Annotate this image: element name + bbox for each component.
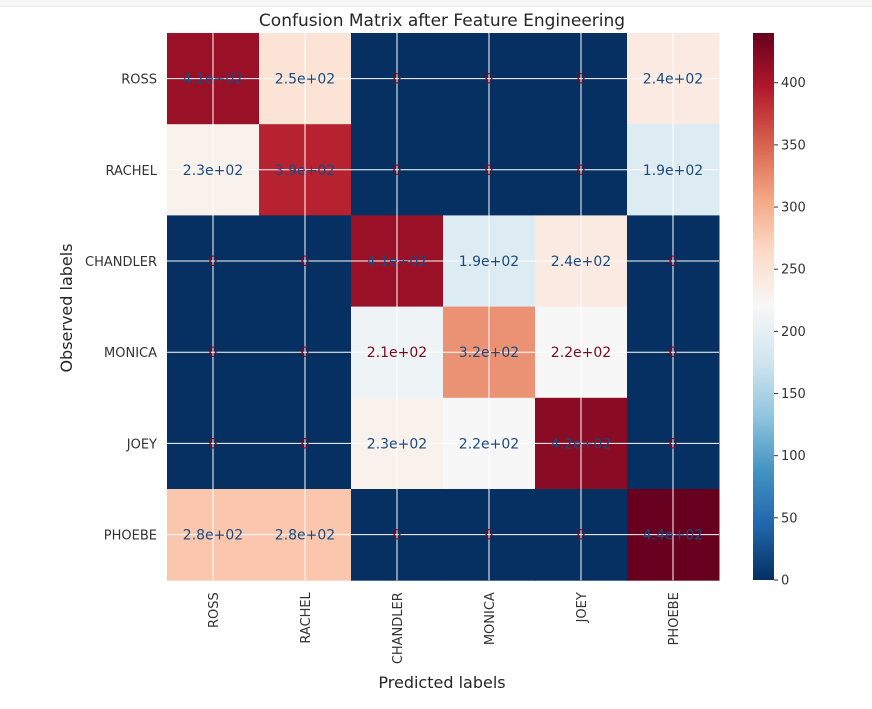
- cell-value-label: 3.9e+02: [275, 163, 335, 179]
- x-axis-label: Predicted labels: [378, 673, 505, 692]
- cell-value-label: 2.8e+02: [183, 528, 243, 544]
- cell-value-label: 0: [393, 528, 402, 544]
- colorbar-tick-label: 100: [781, 449, 806, 464]
- cell-value-label: 0: [393, 163, 402, 179]
- cell-value-label: 0: [485, 163, 494, 179]
- cell-value-label: 2.3e+02: [367, 436, 427, 452]
- cell-value-label: 2.2e+02: [459, 436, 519, 452]
- x-tick-label: CHANDLER: [391, 592, 406, 664]
- cell-value-label: 3.2e+02: [459, 345, 519, 361]
- cell-value-label: 2.8e+02: [275, 528, 335, 544]
- cell-value-label: 0: [485, 72, 494, 88]
- y-axis-label: Observed labels: [57, 243, 76, 372]
- x-tick-label: PHOEBE: [667, 592, 682, 645]
- cell-value-label: 0: [577, 163, 586, 179]
- x-tick-labels: ROSS RACHEL CHANDLER MONICA JOEY PHOEBE: [207, 591, 682, 664]
- y-tick-label: JOEY: [126, 437, 157, 452]
- cell-value-label: 0: [301, 254, 310, 270]
- heatmap-grid: [167, 33, 719, 581]
- colorbar-tick-label: 150: [781, 387, 806, 402]
- cell-value-label: 4.1e+02: [183, 72, 243, 88]
- colorbar-ticks: 0 50 100 150 200 250 300 350 400: [774, 76, 806, 589]
- cell-value-label: 2.5e+02: [275, 72, 335, 88]
- cell-value-label: 4.2e+02: [551, 436, 611, 452]
- x-tick-label: ROSS: [207, 592, 222, 628]
- y-tick-labels: ROSS RACHEL CHANDLER MONICA JOEY PHOEBE: [85, 73, 158, 544]
- cell-value-label: 0: [669, 436, 678, 452]
- cell-value-label: 2.4e+02: [643, 72, 703, 88]
- colorbar-tick-label: 400: [781, 76, 806, 91]
- cell-value-label: 2.4e+02: [551, 254, 611, 270]
- cell-value-label: 0: [669, 254, 678, 270]
- cell-value-label: 2.3e+02: [183, 163, 243, 179]
- cell-value-label: 1.9e+02: [459, 254, 519, 270]
- colorbar: [753, 33, 774, 580]
- heatmap-cells: [167, 33, 720, 581]
- colorbar-tick-label: 350: [781, 138, 806, 153]
- cell-value-label: 2.2e+02: [551, 345, 611, 361]
- y-tick-label: RACHEL: [106, 164, 158, 179]
- cell-value-label: 0: [577, 528, 586, 544]
- cell-labels: 4.1e+02 2.5e+02 0 0 0 2.4e+02 2.3e+02 3.9e+02 0 0…: [183, 72, 703, 544]
- x-tick-label: JOEY: [575, 592, 590, 623]
- cell-value-label: 0: [393, 72, 402, 88]
- y-tick-label: CHANDLER: [85, 255, 157, 270]
- cell-value-label: 0: [209, 254, 218, 270]
- colorbar-tick-label: 250: [781, 263, 806, 278]
- y-tick-label: PHOEBE: [104, 529, 157, 544]
- cell-value-label: 0: [209, 436, 218, 452]
- y-tick-label: ROSS: [121, 73, 157, 88]
- top-bar: [0, 0, 872, 7]
- colorbar-tick-label: 50: [781, 511, 798, 526]
- x-tick-label: MONICA: [483, 592, 498, 645]
- colorbar-tick-label: 0: [781, 574, 789, 589]
- cell-value-label: 0: [301, 436, 310, 452]
- cell-value-label: 0: [577, 72, 586, 88]
- cell-value-label: 4.4e+02: [643, 528, 703, 544]
- colorbar-tick-label: 300: [781, 201, 806, 216]
- cell-value-label: 0: [669, 345, 678, 361]
- cell-value-label: 0: [301, 345, 310, 361]
- colorbar-tick-label: 200: [781, 325, 806, 340]
- cell-value-label: 0: [209, 345, 218, 361]
- cell-value-label: 1.9e+02: [643, 163, 703, 179]
- chart-title: Confusion Matrix after Feature Engineeri…: [259, 11, 625, 31]
- cell-value-label: 0: [485, 528, 494, 544]
- cell-value-label: 4.1e+02: [367, 254, 427, 270]
- y-tick-label: MONICA: [104, 346, 157, 361]
- x-tick-label: RACHEL: [299, 591, 314, 643]
- cell-value-label: 2.1e+02: [367, 345, 427, 361]
